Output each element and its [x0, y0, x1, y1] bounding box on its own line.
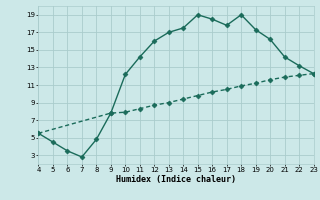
X-axis label: Humidex (Indice chaleur): Humidex (Indice chaleur): [116, 175, 236, 184]
